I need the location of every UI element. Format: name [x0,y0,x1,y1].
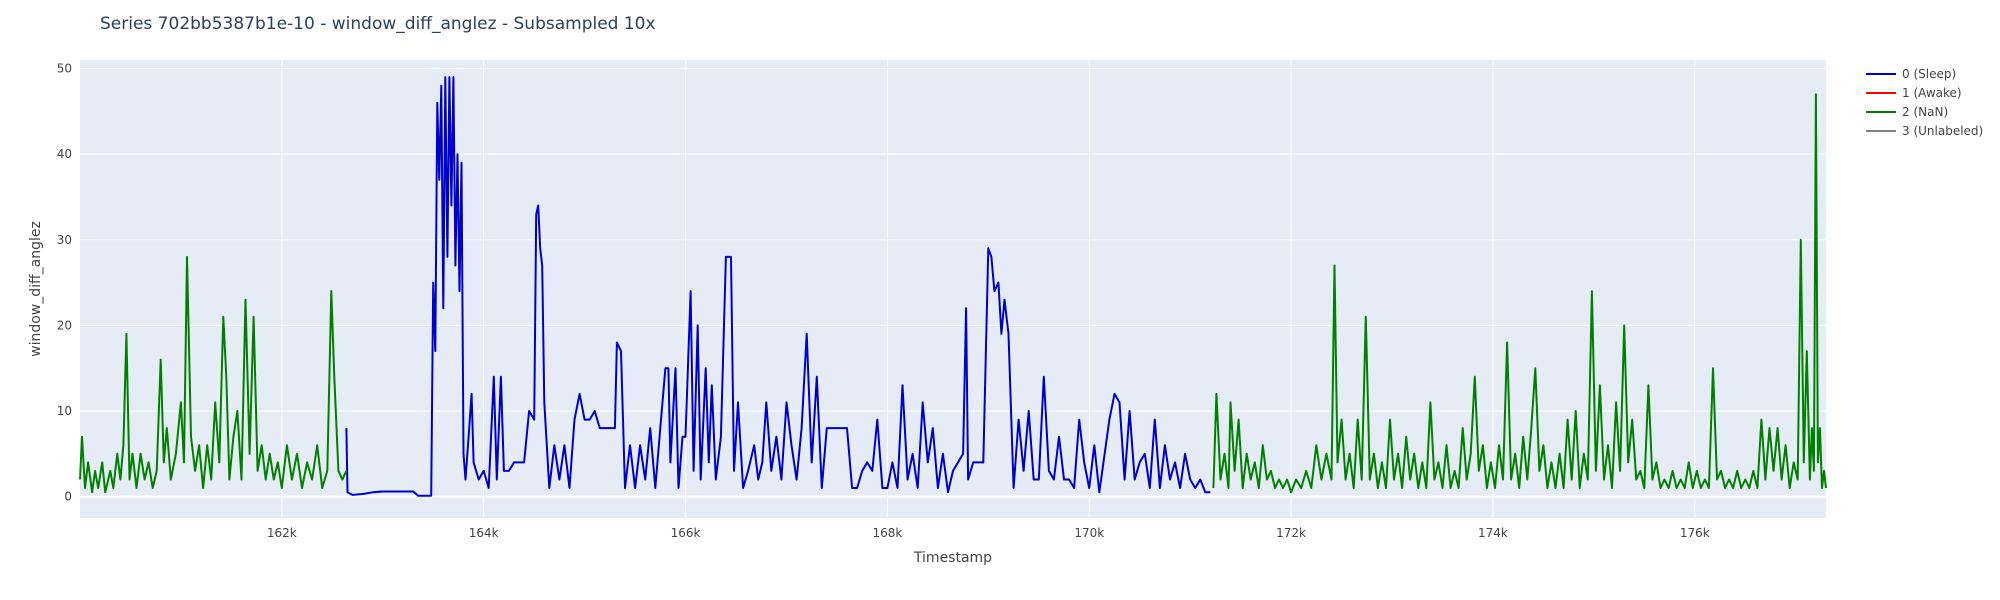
grid [80,60,1826,518]
chart-title: Series 702bb5387b1e-10 - window_diff_ang… [100,14,656,34]
legend-label: 3 (Unlabeled) [1902,124,1983,138]
y-tick-label: 30 [57,233,72,247]
y-tick-label: 0 [64,490,72,504]
legend-item[interactable]: 3 (Unlabeled) [1866,124,1983,138]
y-tick-label: 20 [57,318,72,332]
legend-label: 1 (Awake) [1902,86,1962,100]
y-axis-title: window_diff_anglez [28,221,44,357]
legend-item[interactable]: 0 (Sleep) [1866,67,1956,81]
series-line-0-sleep [345,76,1211,497]
series-line-2-nan [1212,93,1827,494]
x-tick-label: 170k [1074,526,1104,540]
series-lines [79,76,1827,497]
y-tick-label: 10 [57,404,72,418]
legend-label: 2 (NaN) [1902,105,1948,119]
legend-item[interactable]: 2 (NaN) [1866,105,1948,119]
x-tick-label: 176k [1680,526,1710,540]
legend[interactable]: 0 (Sleep) 1 (Awake) 2 (NaN) 3 (Unlabeled) [1866,67,1983,138]
x-tick-label: 168k [872,526,902,540]
x-tick-label: 166k [671,526,701,540]
legend-item[interactable]: 1 (Awake) [1866,86,1962,100]
y-tick-label: 50 [57,62,72,76]
plot-area [80,60,1826,518]
x-tick-label: 172k [1276,526,1306,540]
series-line-2-nan [79,255,348,494]
tick-labels: 0 10 20 30 40 50 162k 164k 166k 168k 170k 172k 174k 1… [57,62,1710,540]
y-tick-label: 40 [57,147,72,161]
x-axis-title: Timestamp [913,550,992,566]
x-tick-label: 162k [267,526,297,540]
x-tick-label: 174k [1478,526,1508,540]
legend-label: 0 (Sleep) [1902,67,1956,81]
x-tick-label: 164k [469,526,499,540]
